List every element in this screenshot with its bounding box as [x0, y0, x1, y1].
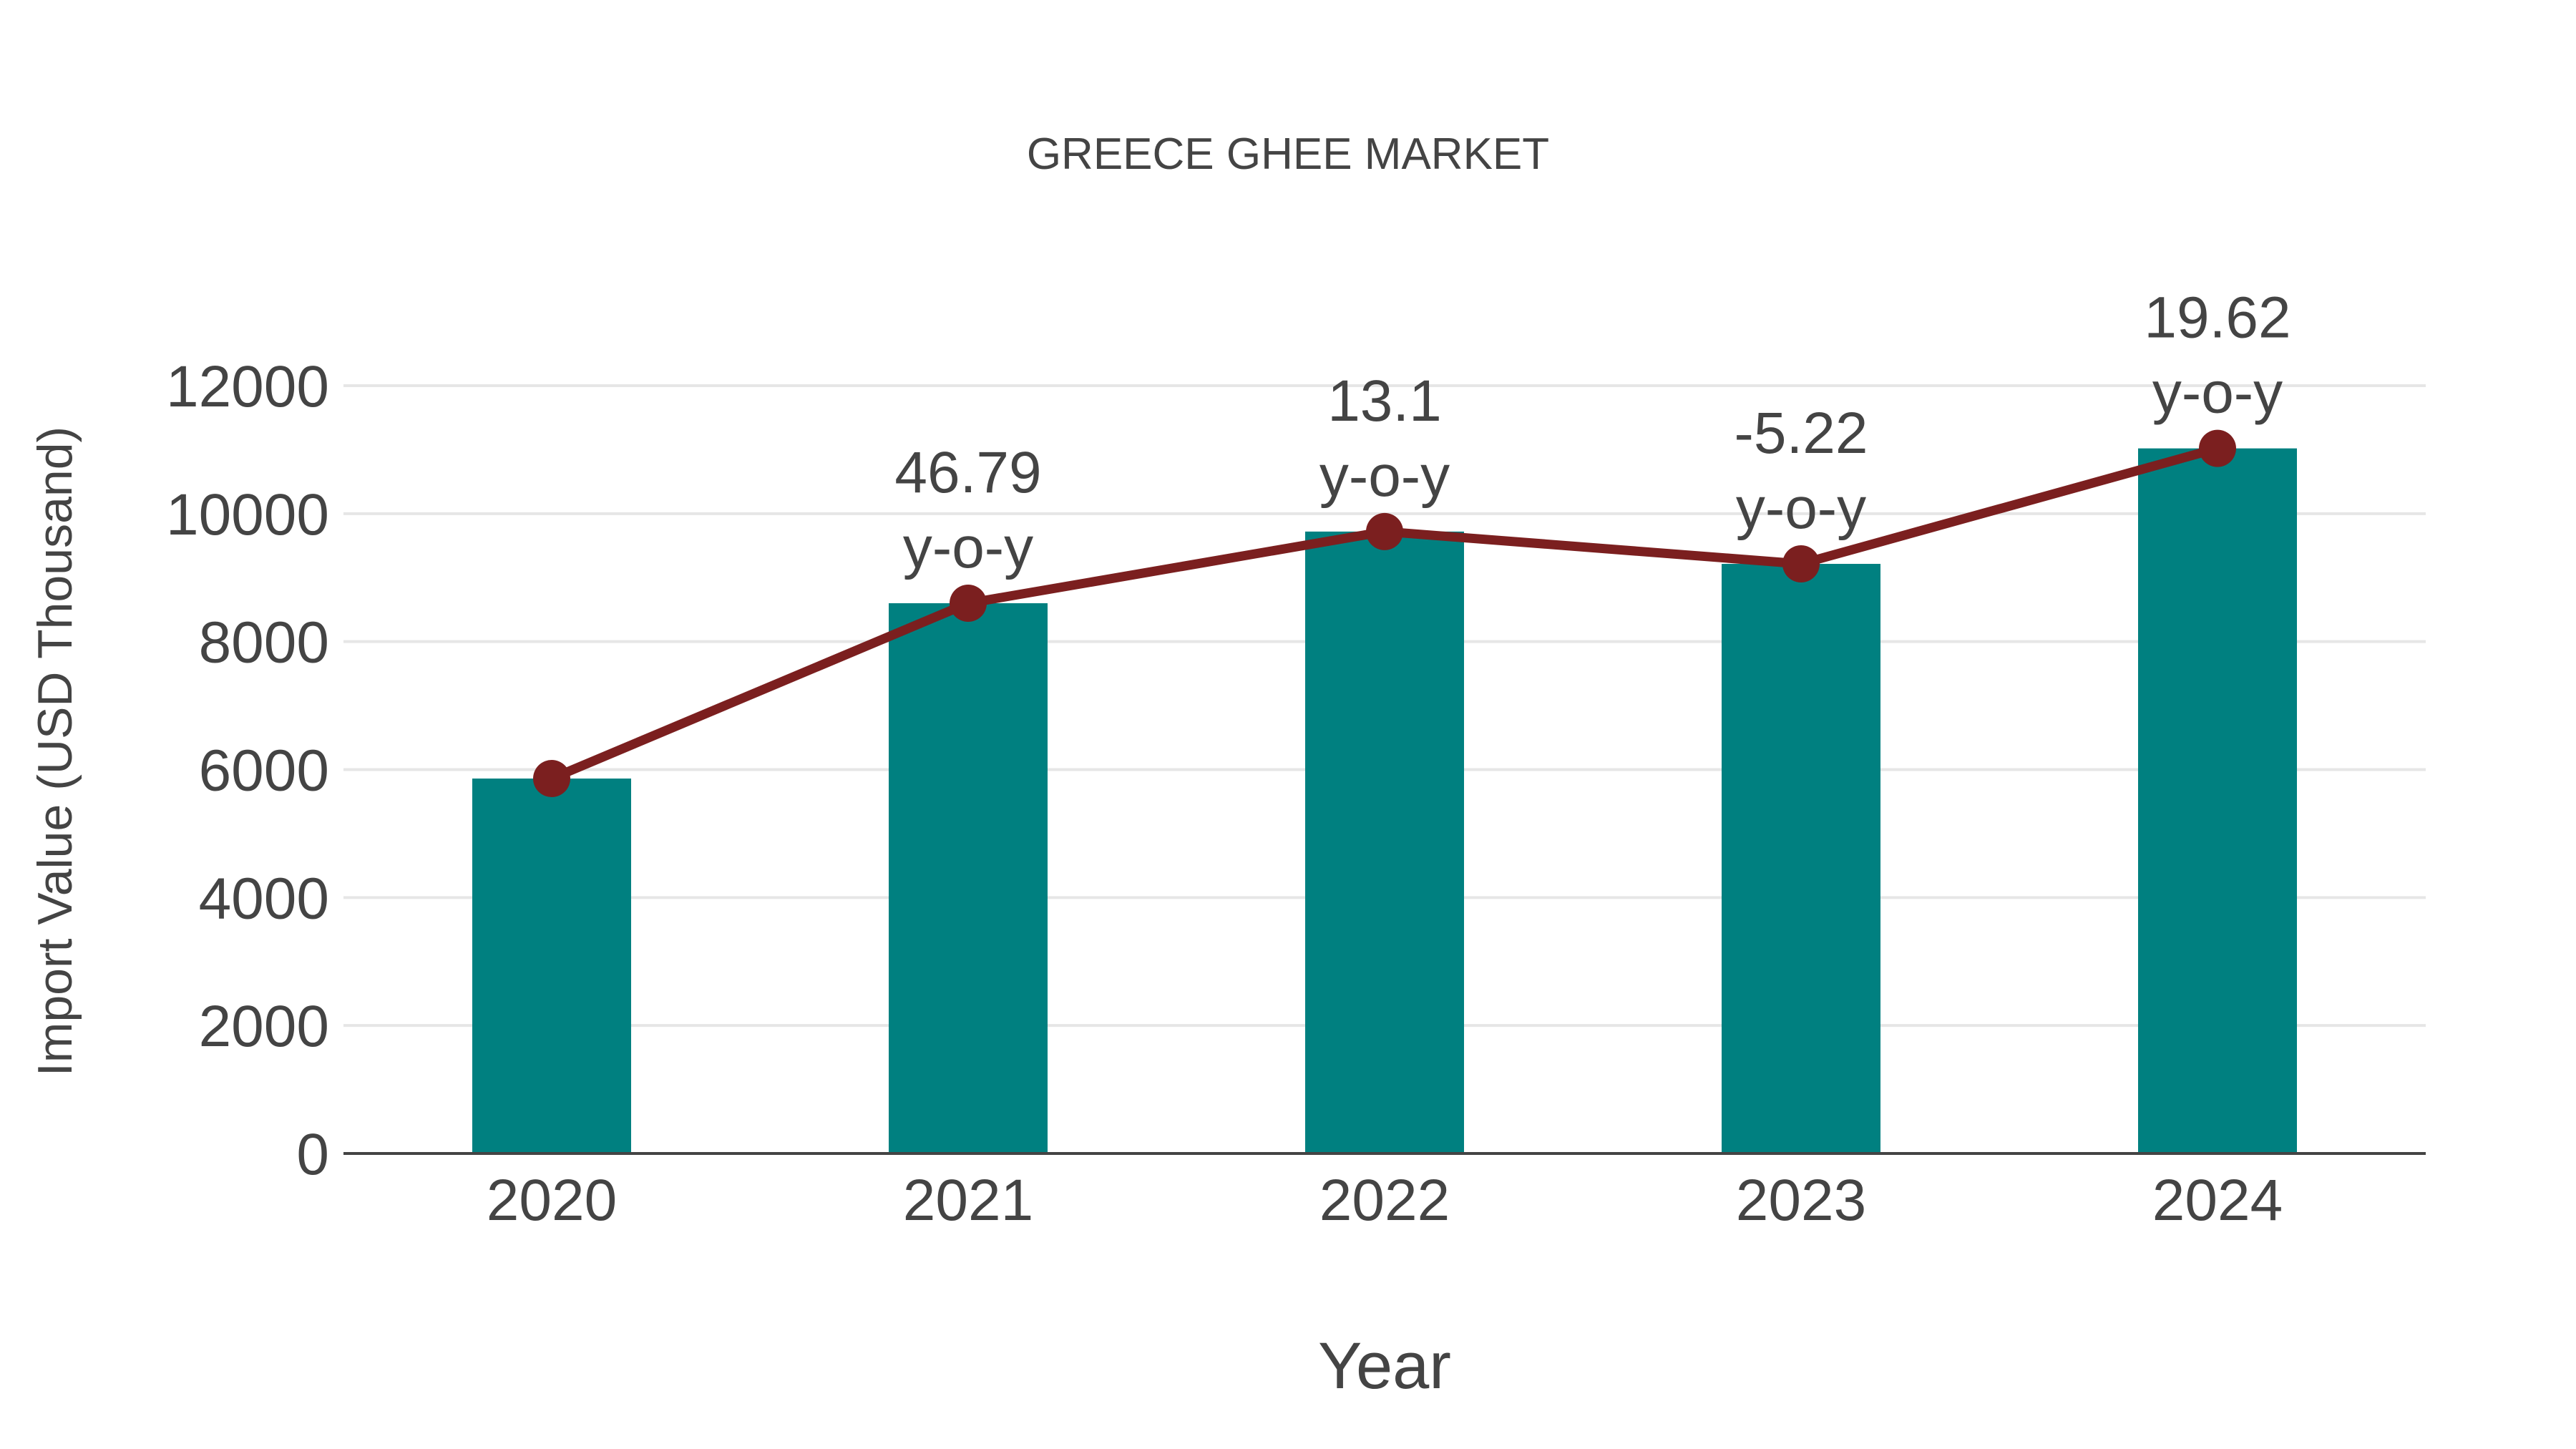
y-axis-title: Import Value (USD Thousand): [28, 426, 82, 1076]
y-axis-ticks: 0 2000 4000 6000 8000 10000 12000: [166, 354, 329, 1187]
yoy-label: y-o-y: [1319, 444, 1450, 509]
yoy-label: y-o-y: [1736, 476, 1866, 541]
line-series: [533, 429, 2236, 798]
bar-2022: [1305, 531, 1464, 1153]
bar-2023: [1722, 564, 1880, 1153]
yoy-value: 46.79: [894, 440, 1041, 505]
y-tick-label: 10000: [166, 482, 329, 547]
line-marker: [1782, 545, 1820, 583]
x-axis-title: Year: [1318, 1330, 1451, 1402]
line-marker: [533, 760, 570, 798]
yoy-value: 13.1: [1327, 369, 1442, 434]
x-axis-ticks: 2020 2021 2022 2023 2024: [487, 1168, 2283, 1233]
yoy-label: y-o-y: [903, 515, 1033, 580]
y-tick-label: 6000: [199, 738, 329, 804]
bar-series: [472, 448, 2297, 1153]
yoy-value: 19.62: [2144, 286, 2290, 351]
x-tick-label: 2020: [487, 1168, 617, 1233]
line-marker: [2199, 429, 2236, 467]
y-tick-label: 8000: [199, 610, 329, 675]
x-tick-label: 2023: [1736, 1168, 1866, 1233]
bar-2021: [889, 603, 1048, 1153]
x-tick-label: 2022: [1319, 1168, 1450, 1233]
x-tick-label: 2021: [903, 1168, 1033, 1233]
x-tick-label: 2024: [2152, 1168, 2283, 1233]
yoy-annotations: 46.79 y-o-y 13.1 y-o-y -5.22 y-o-y 19.62 y-o-y: [894, 286, 2290, 580]
y-tick-label: 4000: [199, 866, 329, 931]
yoy-value: -5.22: [1735, 401, 1868, 466]
y-tick-label: 12000: [166, 354, 329, 419]
yoy-label: y-o-y: [2152, 361, 2283, 426]
bar-2024: [2138, 448, 2297, 1153]
line-marker: [950, 585, 987, 623]
line-marker: [1366, 512, 1403, 550]
y-tick-label: 0: [296, 1122, 329, 1187]
bar-2020: [472, 779, 631, 1153]
y-tick-label: 2000: [199, 994, 329, 1059]
chart-title: GREECE GHEE MARKET: [1026, 130, 1550, 179]
